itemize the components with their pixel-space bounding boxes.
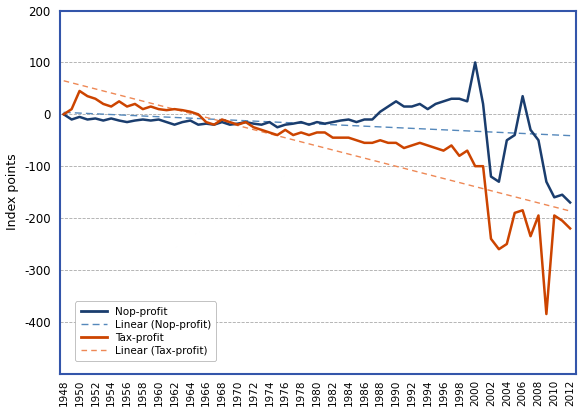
Tax-profit <box>282 127 289 132</box>
Legend: Nop-profit, Linear (Nop-profit), Tax-profit, Linear (Tax-profit): Nop-profit, Linear (Nop-profit), Tax-pro… <box>75 302 217 361</box>
Tax-profit <box>60 112 67 117</box>
Nop-profit <box>321 121 328 126</box>
Tax-profit <box>187 109 194 114</box>
Nop-profit <box>503 138 510 143</box>
Tax-profit <box>543 311 550 316</box>
Tax-profit <box>329 135 336 140</box>
Tax-profit <box>551 213 558 218</box>
Nop-profit <box>274 125 281 130</box>
Nop-profit <box>551 195 558 200</box>
Nop-profit <box>60 112 67 117</box>
Line: Nop-profit: Nop-profit <box>63 63 570 203</box>
Nop-profit <box>179 119 186 124</box>
Tax-profit <box>218 117 225 122</box>
Nop-profit <box>471 60 478 65</box>
Nop-profit <box>567 200 574 205</box>
Tax-profit <box>567 226 574 231</box>
Tax-profit <box>76 89 83 94</box>
Y-axis label: Index points: Index points <box>6 154 19 230</box>
Tax-profit <box>503 241 510 246</box>
Nop-profit <box>211 122 218 127</box>
Line: Tax-profit: Tax-profit <box>63 91 570 314</box>
